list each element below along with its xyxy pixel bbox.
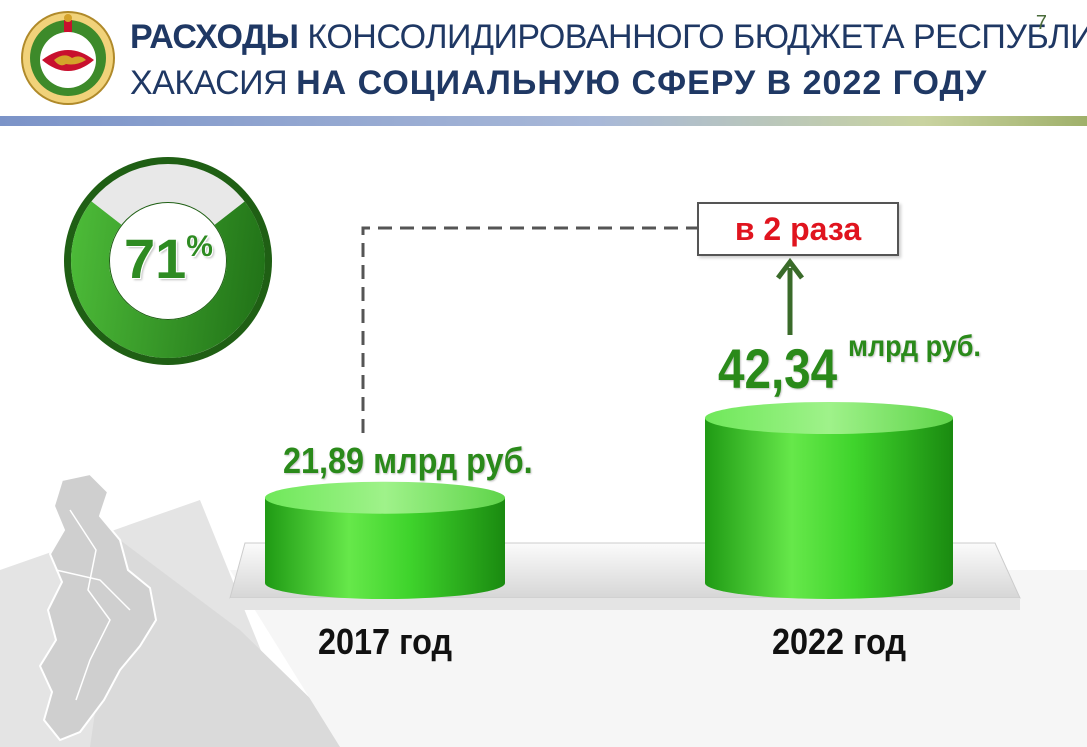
title-bold-word: РАСХОДЫ xyxy=(130,18,299,56)
title-rest: КОНСОЛИДИРОВАННОГО БЮДЖЕТА РЕСПУБЛИКИ xyxy=(298,18,1087,56)
growth-arrow-head xyxy=(776,257,804,280)
category-label-2017: 2017 год xyxy=(318,621,453,662)
bar-top-2022 xyxy=(705,402,953,434)
chart-platform-front xyxy=(230,598,1020,610)
share-donut-chart xyxy=(64,157,272,365)
value-label-2017: 21,89 млрд руб. xyxy=(283,440,533,481)
value-label-2022: 42,34 xyxy=(718,337,838,400)
percent-sign: % xyxy=(186,230,213,263)
percent-value: 71 xyxy=(124,227,187,290)
khakassia-map-icon xyxy=(38,472,158,742)
comparison-connector xyxy=(361,226,697,433)
value-unit-2022: млрд руб. xyxy=(848,330,981,363)
slide-title-line-2: ХАКАСИЯ НА СОЦИАЛЬНУЮ СФЕРУ В 2022 ГОДУ xyxy=(130,64,987,103)
category-label-2022: 2022 год xyxy=(772,621,907,662)
bar-2017 xyxy=(265,497,505,599)
bar-2022 xyxy=(705,418,953,599)
donut-filled-segment xyxy=(71,164,265,358)
khakassia-coat-of-arms-icon xyxy=(21,11,115,105)
slide-header: РАСХОДЫ КОНСОЛИДИРОВАННОГО БЮДЖЕТА РЕСПУ… xyxy=(0,0,1087,126)
title-region: ХАКАСИЯ xyxy=(130,64,297,102)
growth-annotation: в 2 раза xyxy=(697,202,899,256)
title-bold-phrase: НА СОЦИАЛЬНУЮ СФЕРУ В 2022 ГОДУ xyxy=(296,64,988,102)
slide-title-line-1: РАСХОДЫ КОНСОЛИДИРОВАННОГО БЮДЖЕТА РЕСПУ… xyxy=(130,18,1087,57)
bar-top-2017 xyxy=(265,481,505,514)
share-percent-label: 71% xyxy=(124,226,213,291)
header-divider xyxy=(0,116,1087,126)
page-number: 7 xyxy=(1035,12,1047,34)
